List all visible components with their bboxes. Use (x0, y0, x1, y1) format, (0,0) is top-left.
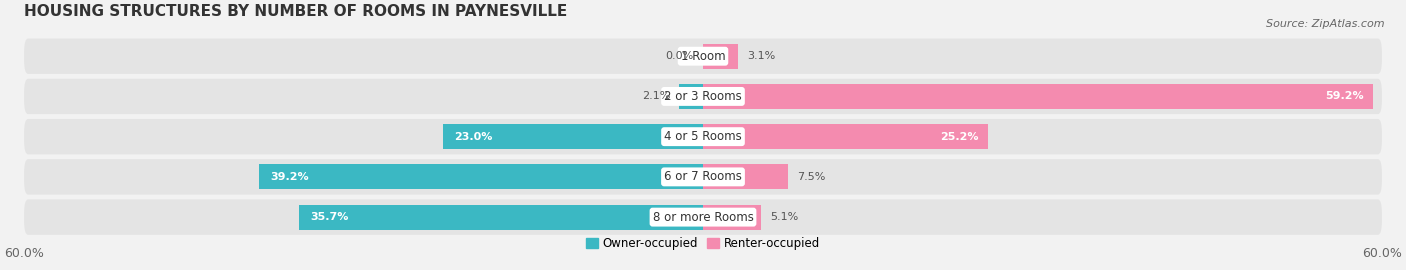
Bar (703, 44, 738, 69)
Legend: Owner-occupied, Renter-occupied: Owner-occupied, Renter-occupied (581, 232, 825, 254)
FancyBboxPatch shape (24, 200, 1382, 235)
FancyBboxPatch shape (24, 159, 1382, 195)
Text: 0.0%: 0.0% (665, 51, 695, 61)
Text: 35.7%: 35.7% (311, 212, 349, 222)
Bar (443, 124, 703, 149)
Text: 2 or 3 Rooms: 2 or 3 Rooms (664, 90, 742, 103)
Text: 1 Room: 1 Room (681, 50, 725, 63)
Bar (260, 164, 703, 189)
FancyBboxPatch shape (24, 79, 1382, 114)
Text: HOUSING STRUCTURES BY NUMBER OF ROOMS IN PAYNESVILLE: HOUSING STRUCTURES BY NUMBER OF ROOMS IN… (24, 4, 568, 19)
Bar (703, 84, 1372, 109)
Text: 25.2%: 25.2% (941, 132, 979, 142)
Text: 8 or more Rooms: 8 or more Rooms (652, 211, 754, 224)
Bar (703, 205, 761, 230)
Text: 4 or 5 Rooms: 4 or 5 Rooms (664, 130, 742, 143)
Text: 3.1%: 3.1% (747, 51, 775, 61)
Text: 5.1%: 5.1% (769, 212, 799, 222)
Text: 7.5%: 7.5% (797, 172, 825, 182)
Text: 2.1%: 2.1% (641, 92, 671, 102)
Bar (703, 164, 787, 189)
Text: 59.2%: 59.2% (1326, 92, 1364, 102)
FancyBboxPatch shape (24, 119, 1382, 154)
Text: 6 or 7 Rooms: 6 or 7 Rooms (664, 170, 742, 183)
Bar (679, 84, 703, 109)
FancyBboxPatch shape (24, 39, 1382, 74)
Bar (299, 205, 703, 230)
Text: 23.0%: 23.0% (454, 132, 492, 142)
Bar (703, 124, 988, 149)
Text: 39.2%: 39.2% (271, 172, 309, 182)
Text: Source: ZipAtlas.com: Source: ZipAtlas.com (1267, 19, 1385, 29)
